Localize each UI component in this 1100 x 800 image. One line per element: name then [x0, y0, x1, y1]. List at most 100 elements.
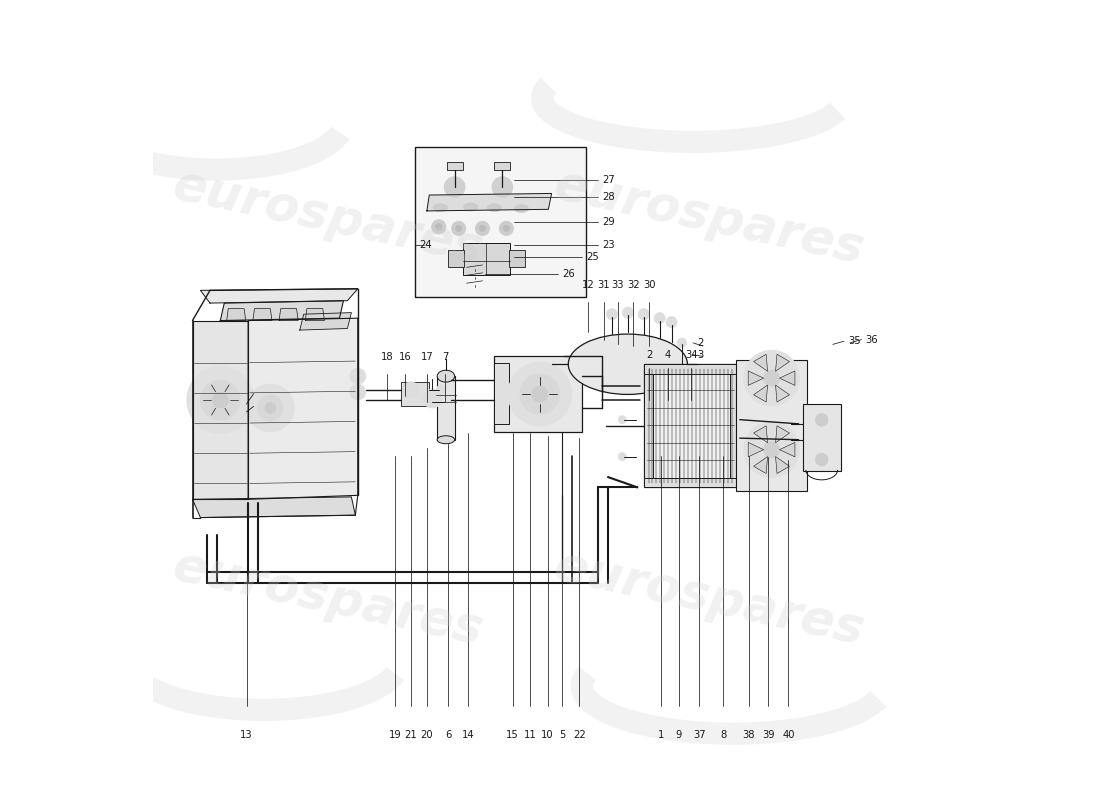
- Circle shape: [499, 222, 514, 235]
- Circle shape: [212, 392, 229, 408]
- Bar: [494, 356, 582, 432]
- Circle shape: [257, 395, 283, 421]
- Circle shape: [763, 442, 780, 458]
- Text: 17: 17: [420, 352, 433, 362]
- Circle shape: [815, 414, 828, 426]
- Polygon shape: [227, 309, 245, 321]
- Polygon shape: [279, 309, 298, 321]
- Circle shape: [508, 362, 572, 426]
- Bar: [644, 364, 740, 374]
- Text: 11: 11: [524, 730, 537, 740]
- Circle shape: [437, 385, 446, 394]
- Bar: [415, 147, 586, 297]
- Circle shape: [618, 453, 626, 461]
- Text: 36: 36: [866, 334, 878, 345]
- Text: 10: 10: [541, 730, 554, 740]
- Bar: [803, 404, 840, 471]
- Text: 6: 6: [446, 730, 451, 740]
- Text: eurospares: eurospares: [549, 542, 868, 655]
- Bar: [449, 250, 464, 267]
- Circle shape: [480, 226, 486, 231]
- Circle shape: [618, 416, 626, 424]
- Text: 3: 3: [697, 350, 703, 360]
- Text: 26: 26: [563, 270, 575, 279]
- Text: 14: 14: [462, 730, 474, 740]
- Text: 38: 38: [742, 730, 755, 740]
- Text: 13: 13: [240, 730, 253, 740]
- Text: 21: 21: [405, 730, 417, 740]
- Circle shape: [200, 380, 240, 420]
- Text: 1: 1: [658, 730, 664, 740]
- Bar: [644, 364, 740, 487]
- Text: 39: 39: [762, 730, 774, 740]
- Text: 9: 9: [675, 730, 682, 740]
- Text: 5: 5: [559, 730, 565, 740]
- Bar: [400, 382, 429, 406]
- Ellipse shape: [437, 436, 454, 444]
- Circle shape: [815, 454, 828, 466]
- Polygon shape: [748, 442, 763, 457]
- Ellipse shape: [463, 203, 477, 211]
- Circle shape: [403, 382, 419, 398]
- Polygon shape: [776, 385, 790, 402]
- Circle shape: [455, 226, 462, 231]
- Text: 16: 16: [399, 352, 411, 362]
- Polygon shape: [249, 318, 358, 499]
- Polygon shape: [220, 301, 343, 321]
- Circle shape: [431, 220, 446, 234]
- Ellipse shape: [515, 205, 529, 213]
- Text: 2: 2: [697, 338, 703, 348]
- Text: eurospares: eurospares: [549, 161, 868, 274]
- Text: 37: 37: [693, 730, 706, 740]
- Circle shape: [606, 309, 617, 320]
- Ellipse shape: [433, 204, 448, 212]
- Circle shape: [623, 307, 634, 318]
- Text: 24: 24: [420, 240, 432, 250]
- Text: 30: 30: [644, 280, 656, 290]
- Bar: [736, 360, 807, 491]
- Text: 27: 27: [603, 175, 615, 185]
- Circle shape: [744, 422, 800, 478]
- Polygon shape: [776, 426, 790, 442]
- Circle shape: [350, 384, 365, 400]
- Text: 15: 15: [506, 730, 519, 740]
- Ellipse shape: [569, 334, 688, 394]
- Text: 25: 25: [586, 252, 600, 262]
- Polygon shape: [253, 309, 272, 321]
- Bar: [644, 364, 653, 487]
- Text: 20: 20: [420, 730, 433, 740]
- Text: 7: 7: [442, 352, 449, 362]
- Polygon shape: [776, 457, 790, 474]
- Text: eurospares: eurospares: [168, 161, 487, 274]
- Circle shape: [265, 402, 276, 414]
- Polygon shape: [200, 289, 358, 303]
- Circle shape: [436, 224, 442, 230]
- Circle shape: [678, 338, 686, 347]
- Bar: [644, 478, 740, 487]
- Polygon shape: [306, 309, 324, 321]
- Circle shape: [492, 177, 513, 198]
- Circle shape: [763, 370, 780, 386]
- Text: 22: 22: [573, 730, 586, 740]
- Polygon shape: [300, 313, 351, 330]
- Bar: [494, 162, 510, 170]
- Polygon shape: [754, 426, 768, 442]
- Polygon shape: [427, 194, 551, 211]
- Bar: [508, 250, 525, 267]
- Text: eurospares: eurospares: [168, 542, 487, 655]
- Polygon shape: [754, 354, 768, 371]
- Text: 33: 33: [612, 280, 624, 290]
- Ellipse shape: [437, 370, 454, 382]
- Text: 18: 18: [381, 352, 394, 362]
- Circle shape: [744, 350, 800, 406]
- Text: 34: 34: [685, 350, 697, 360]
- Bar: [730, 364, 740, 487]
- Polygon shape: [780, 442, 795, 457]
- Circle shape: [444, 177, 465, 198]
- Polygon shape: [754, 385, 768, 402]
- Text: 28: 28: [603, 193, 615, 202]
- Bar: [463, 243, 510, 275]
- Polygon shape: [776, 354, 790, 371]
- Circle shape: [532, 386, 548, 402]
- Circle shape: [187, 366, 254, 434]
